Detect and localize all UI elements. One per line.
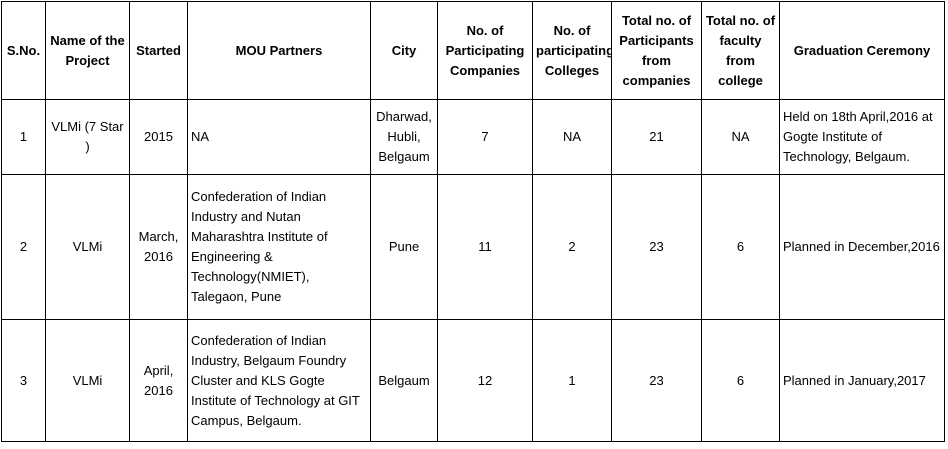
table-cell: 6 [701,319,780,442]
header-cell: Total no. of Participants from companies [611,1,702,100]
table-cell: VLMi [45,174,130,320]
table-row: 3 VLMi April, 2016 Confederation of Indian … [1,319,945,442]
table-cell: Confederation of Indian Industry, Belgau… [187,319,371,442]
table-row: 1 VLMi (7 Star ) 2015 NA Dharwad, Hubli, Bel… [1,99,945,175]
table-cell: NA [187,99,371,175]
table-cell: NA [532,99,612,175]
table-cell: 3 [1,319,46,442]
table-cell: 12 [437,319,533,442]
table-cell: April, 2016 [129,319,188,442]
header-cell: MOU Partners [187,1,371,100]
table-cell: Confederation of Indian Industry and Nut… [187,174,371,320]
table-cell: Pune [370,174,438,320]
table-cell: Planned in January,2017 [779,319,945,442]
header-cell: No. of Participating Companies [437,1,533,100]
table-cell: 23 [611,319,702,442]
table-cell: 23 [611,174,702,320]
table-cell: Dharwad, Hubli, Belgaum [370,99,438,175]
table-cell: 7 [437,99,533,175]
table-cell: 21 [611,99,702,175]
table-body: 1 VLMi (7 Star ) 2015 NA Dharwad, Hubli, Bel… [1,99,945,442]
table-cell: 6 [701,174,780,320]
table-cell: March, 2016 [129,174,188,320]
table-cell: 2 [1,174,46,320]
table-cell: Planned in December,2016 [779,174,945,320]
table-cell: 11 [437,174,533,320]
header-cell: No. of participating Colleges [532,1,612,100]
table-cell: VLMi (7 Star ) [45,99,130,175]
table-cell: 2015 [129,99,188,175]
table-cell: 1 [1,99,46,175]
data-table: S.No. Name of the Project Started MOU Partn… [1,1,945,442]
table-cell: 2 [532,174,612,320]
table-cell: NA [701,99,780,175]
header-cell: Total no. of faculty from college [701,1,780,100]
header-cell: S.No. [1,1,46,100]
table-row: 2 VLMi March, 2016 Confederation of Indian … [1,174,945,320]
header-cell: Graduation Ceremony [779,1,945,100]
header-row: S.No. Name of the Project Started MOU Partn… [1,1,945,100]
table-cell: Belgaum [370,319,438,442]
header-cell: City [370,1,438,100]
header-cell: Name of the Project [45,1,130,100]
header-cell: Started [129,1,188,100]
table-cell: VLMi [45,319,130,442]
table-cell: 1 [532,319,612,442]
table-cell: Held on 18th April,2016 at Gogte Institu… [779,99,945,175]
